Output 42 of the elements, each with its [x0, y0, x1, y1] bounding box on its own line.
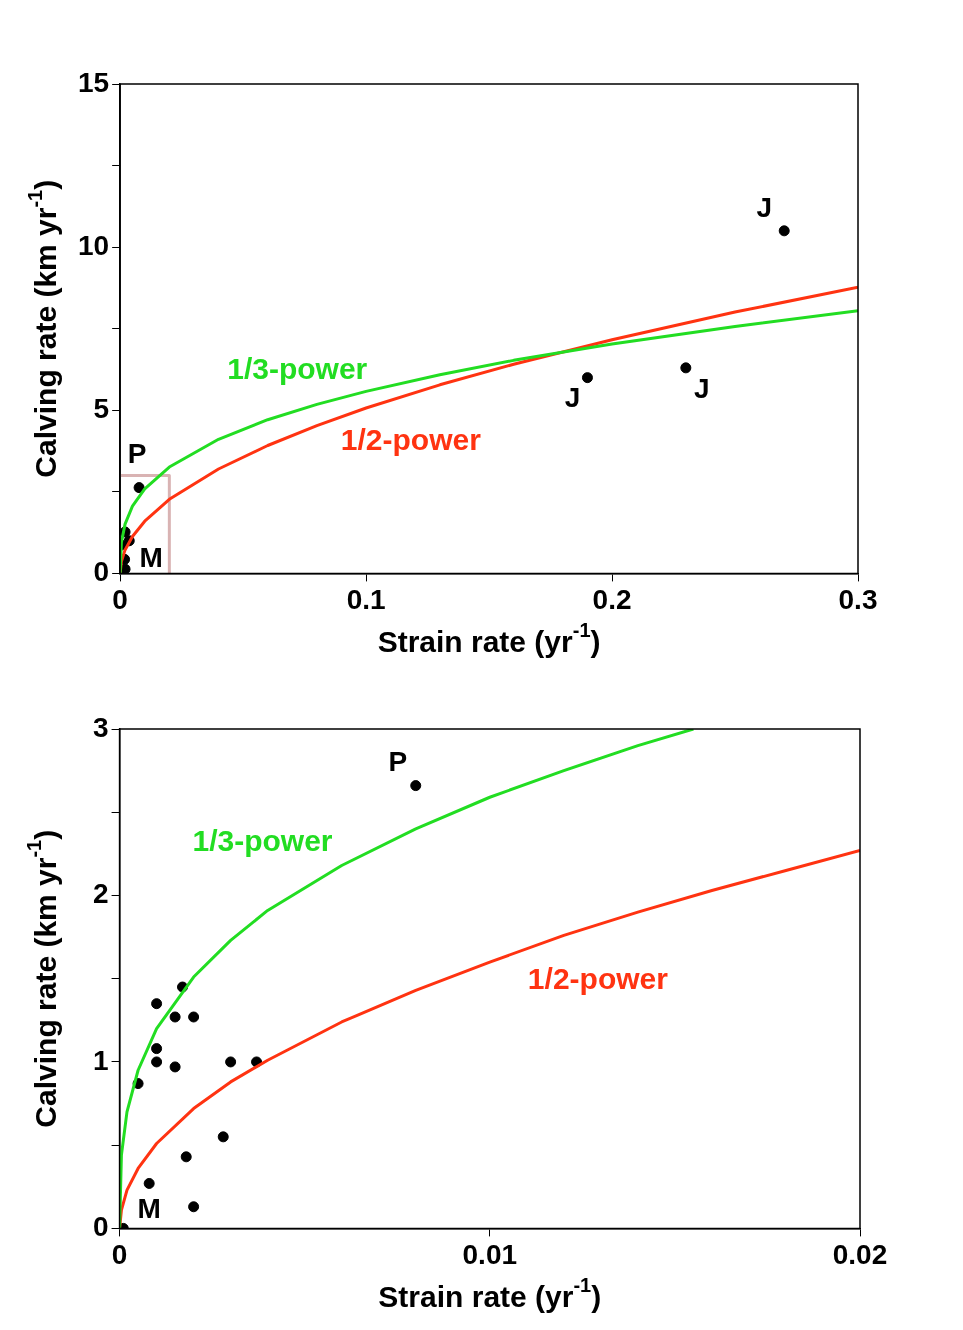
- y-tick-label: 0: [93, 556, 110, 588]
- point: [151, 1056, 163, 1068]
- y-tick-label: 15: [77, 66, 110, 98]
- point: [151, 1043, 163, 1055]
- series-label: 1/3-power: [227, 351, 368, 385]
- x-tick-label: 0.2: [592, 583, 632, 615]
- y-axis-title: Calving rate (km yr-1): [23, 179, 63, 478]
- annotation: J: [694, 372, 710, 404]
- y-tick-label: 2: [92, 878, 109, 910]
- y-tick-label: 1: [92, 1044, 109, 1076]
- point: [188, 1011, 200, 1023]
- annotation: J: [756, 191, 772, 223]
- x-tick-label: 0.1: [346, 583, 386, 615]
- point: [581, 372, 593, 384]
- y-tick-label: 3: [92, 711, 109, 743]
- point: [188, 1201, 200, 1213]
- point: [225, 1056, 237, 1068]
- series-label: 1/2-power: [340, 422, 482, 456]
- point: [680, 362, 692, 374]
- series-label: 1/3-power: [192, 823, 333, 857]
- x-tick-label: 0.01: [462, 1238, 518, 1270]
- y-tick-label: 10: [77, 229, 110, 261]
- annotation: P: [127, 438, 147, 470]
- point: [143, 1177, 155, 1189]
- point: [778, 225, 790, 237]
- annotation: M: [139, 541, 163, 573]
- annotation: J: [564, 382, 581, 414]
- y-tick-label: 0: [92, 1211, 109, 1243]
- point: [180, 1151, 192, 1163]
- annotation: P: [388, 746, 408, 778]
- y-axis-title: Calving rate (km yr-1): [23, 829, 62, 1128]
- series-label: 1/2-power: [527, 962, 669, 996]
- annotation: M: [137, 1193, 161, 1225]
- point: [151, 998, 163, 1010]
- point: [169, 1011, 181, 1023]
- point: [133, 482, 145, 494]
- x-tick-label: 0.02: [832, 1238, 888, 1270]
- point: [410, 780, 422, 792]
- x-tick-label: 0.3: [838, 583, 878, 615]
- point: [217, 1131, 229, 1143]
- point: [169, 1061, 181, 1073]
- y-tick-label: 5: [93, 392, 110, 424]
